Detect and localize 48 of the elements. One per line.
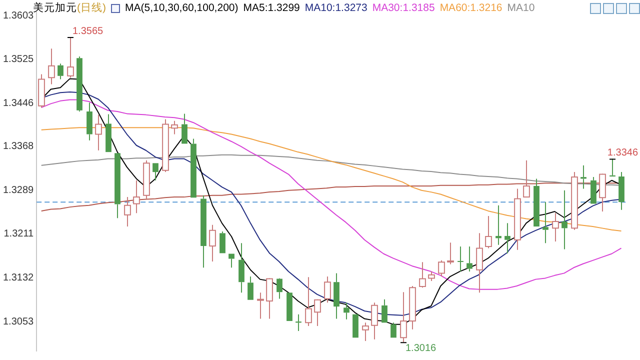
y-tick-label: 1.3525 (2, 54, 34, 65)
candlestick (542, 202, 548, 244)
candlestick (114, 153, 120, 219)
annotation: 1.3346 (607, 147, 638, 158)
candlestick (58, 63, 64, 80)
candlestick (344, 302, 350, 320)
candlestick (200, 194, 206, 268)
candlestick (228, 254, 234, 268)
annotation: 1.3565 (72, 26, 104, 37)
candlestick (534, 178, 540, 227)
text: MA5:1.3299 (243, 2, 300, 14)
candlestick (248, 276, 254, 300)
candlestick (334, 272, 340, 320)
candlestick (618, 172, 624, 210)
candlestick (610, 158, 616, 176)
chart-title: 美元加元 (33, 1, 77, 14)
candlestick (562, 190, 568, 250)
text: MA10:1.3273 (304, 2, 368, 14)
candlestick (590, 176, 596, 204)
y-tick-label: 1.3446 (2, 98, 34, 109)
y-tick-label: 1.3289 (2, 185, 34, 196)
candlestick (458, 246, 464, 272)
candlestick (276, 278, 282, 300)
candlestick (390, 322, 396, 338)
y-tick-label: 1.3132 (2, 272, 34, 284)
text: MA60:1.3216 (440, 2, 502, 14)
candlestick (152, 163, 158, 181)
text: MA30:1.3185 (372, 2, 435, 14)
y-tick-label: 1.3053 (2, 316, 34, 328)
y-tick-label: 1.3368 (2, 141, 34, 152)
candlestick (76, 56, 82, 112)
candlestick (382, 298, 388, 323)
candlestick (580, 164, 586, 190)
annotation: MA(5,10,30,60,100,200) (125, 2, 238, 14)
candlestick (238, 242, 244, 294)
candlestick (496, 204, 502, 246)
candlestick (466, 246, 472, 272)
candlestick (182, 113, 188, 144)
text: MA10 (507, 2, 535, 14)
chart-subtitle: (日线) (77, 1, 106, 15)
candlestick (86, 102, 92, 141)
annotation: 1.3016 (406, 342, 437, 354)
y-tick-label: 1.3603 (2, 10, 34, 22)
candlestick (190, 138, 196, 198)
candlestick (504, 222, 510, 254)
candlestick (296, 314, 302, 332)
candlestick (106, 114, 112, 152)
y-tick-label: 1.3211 (4, 228, 34, 240)
